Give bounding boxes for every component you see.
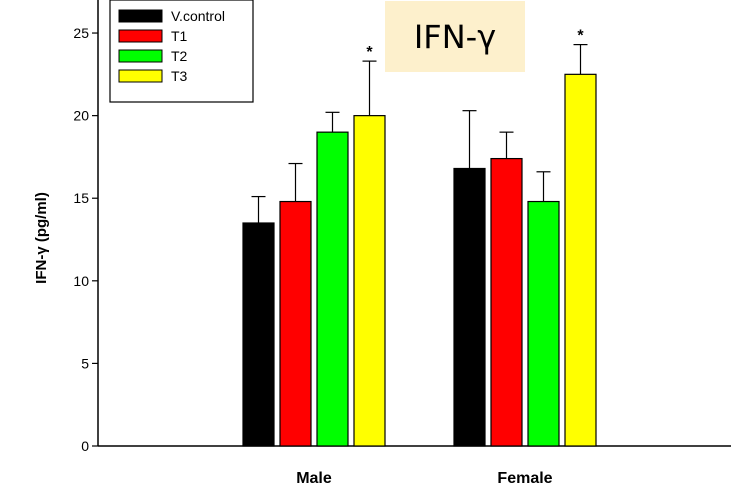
y-axis-title: IFN-γ (pg/ml) — [33, 192, 50, 284]
y-tick-label: 0 — [81, 438, 89, 454]
significance-marker: * — [366, 44, 373, 61]
bar — [279, 200, 312, 447]
legend-label: T2 — [171, 48, 188, 64]
legend-swatch — [118, 49, 163, 63]
y-tick-label: 15 — [73, 190, 89, 206]
bar — [564, 73, 597, 447]
x-tick-label: Male — [296, 470, 332, 487]
chart-title: IFN-γ — [385, 1, 525, 72]
y-tick-label: 20 — [73, 108, 89, 124]
y-tick-label: 25 — [73, 25, 89, 41]
x-tick-label: Female — [497, 470, 552, 487]
bars: ** — [242, 28, 597, 447]
legend-swatch — [118, 69, 163, 83]
bar — [353, 115, 386, 447]
bar — [527, 200, 560, 447]
legend-label: V.control — [171, 8, 225, 24]
bar — [242, 222, 275, 447]
bar — [453, 167, 486, 447]
bar — [490, 157, 523, 447]
axes: 0 5 10 15 20 25 Male Female — [73, 0, 731, 487]
y-tick-label: 5 — [81, 355, 89, 371]
significance-marker: * — [577, 28, 584, 45]
legend-swatch — [118, 29, 163, 43]
legend-label: T3 — [171, 68, 188, 84]
legend-swatch — [118, 9, 163, 23]
legend-label: T1 — [171, 28, 188, 44]
bar — [316, 131, 349, 447]
y-tick-label: 10 — [73, 273, 89, 289]
legend: V.control T1 T2 T3 — [109, 0, 254, 103]
